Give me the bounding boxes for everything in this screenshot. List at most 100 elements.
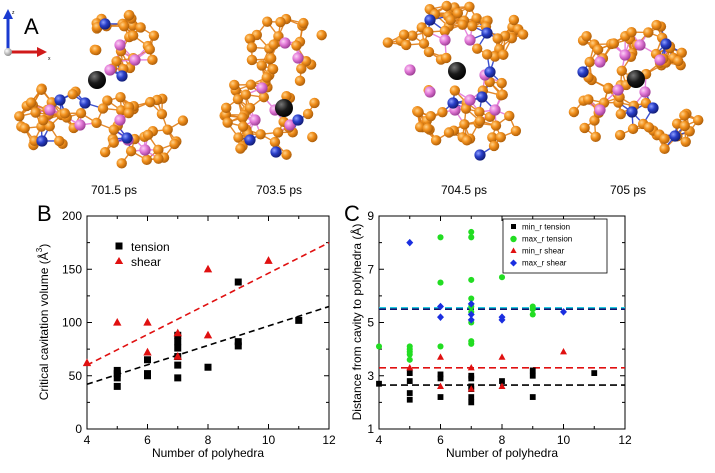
orange-atom xyxy=(273,31,284,42)
pink-atom xyxy=(594,56,606,68)
point-tension xyxy=(234,278,242,286)
orange-atom xyxy=(144,44,155,55)
blue-atom xyxy=(577,66,589,78)
pink-atom xyxy=(594,104,606,116)
point-tension xyxy=(295,316,303,324)
point-max_r-tension xyxy=(498,274,506,281)
pink-atom xyxy=(129,54,141,66)
orange-atom xyxy=(36,84,47,95)
orange-atom xyxy=(584,56,595,68)
legend-b: tension shear xyxy=(114,240,170,269)
point-max_r-tension xyxy=(406,356,413,363)
blue-atom xyxy=(79,97,91,109)
y-tick-label-b: 0 xyxy=(75,422,82,436)
orange-atom xyxy=(102,95,113,106)
orange-atom xyxy=(487,132,498,143)
orange-atom xyxy=(568,106,580,118)
orange-atom xyxy=(291,40,302,51)
point-min_r-tension xyxy=(406,396,413,403)
y-tick-label-c: 1 xyxy=(367,422,374,436)
point-tension xyxy=(113,366,121,374)
orange-atom xyxy=(125,145,137,157)
orange-atom xyxy=(232,94,244,105)
orange-atom xyxy=(627,123,639,135)
orange-atom xyxy=(498,49,509,60)
legend-marker-min-r-shear xyxy=(510,247,517,253)
y-tick-label-c: 3 xyxy=(367,369,374,383)
orange-atom xyxy=(54,135,65,147)
point-min_r-tension xyxy=(529,394,536,400)
orange-atom xyxy=(497,89,508,100)
point-shear xyxy=(113,317,122,326)
orange-atom xyxy=(517,29,529,40)
blue-atom xyxy=(481,27,493,39)
orange-atom xyxy=(460,103,472,114)
orange-atom xyxy=(590,131,601,143)
orange-atom xyxy=(294,75,306,87)
orange-atom xyxy=(141,154,152,166)
orange-atom xyxy=(142,129,154,141)
blue-atom xyxy=(626,106,638,118)
point-max_r-tension xyxy=(437,234,444,241)
orange-atom xyxy=(302,108,314,120)
orange-atom xyxy=(443,127,455,138)
point-max_r-shear xyxy=(467,300,475,308)
pink-atom xyxy=(404,64,416,76)
orange-atom xyxy=(459,119,470,130)
atom-cluster-701-5ps xyxy=(14,9,189,169)
point-min_r-tension xyxy=(437,394,444,400)
point-tension xyxy=(204,363,212,371)
legend-marker-max-r-shear xyxy=(510,259,517,267)
orange-atom xyxy=(153,144,164,156)
panel-c: C 4 6 8 10 12 1 3 5 7 9 min_r tension max_r tensi… xyxy=(344,201,632,460)
x-tick-label-c: 6 xyxy=(437,433,444,447)
x-tick-label-b: 8 xyxy=(205,433,212,447)
pink-atom xyxy=(284,119,296,131)
orange-atom xyxy=(626,26,637,38)
point-min_r-tension xyxy=(437,375,444,382)
orange-atom xyxy=(265,53,277,64)
orange-atom xyxy=(471,13,482,24)
orange-atom xyxy=(651,19,662,31)
point-min_r-tension xyxy=(406,370,413,376)
orange-atom xyxy=(91,44,102,56)
blue-atom xyxy=(669,130,681,142)
orange-atom xyxy=(418,38,430,49)
orange-atom xyxy=(643,27,654,38)
orange-atom xyxy=(307,131,318,143)
orange-atom xyxy=(489,51,501,62)
axis-triad: z x xyxy=(3,9,51,62)
orange-atom xyxy=(603,83,614,94)
orange-atom xyxy=(471,43,483,54)
point-min_r-tension xyxy=(529,372,536,379)
orange-atom xyxy=(233,132,244,143)
blue-atom xyxy=(121,132,133,144)
orange-atom xyxy=(316,29,327,41)
orange-atom xyxy=(169,138,180,150)
orange-atom xyxy=(461,135,473,146)
point-min_r-shear xyxy=(437,382,444,390)
point-shear xyxy=(173,328,182,337)
pink-atom xyxy=(114,114,126,126)
orange-atom xyxy=(457,19,468,30)
point-min_r-tension xyxy=(499,378,505,384)
point-min_r-shear xyxy=(406,363,414,371)
orange-atom xyxy=(30,107,41,118)
panel-c-label: C xyxy=(344,201,360,226)
blue-atom xyxy=(270,146,282,158)
point-shear xyxy=(264,256,273,264)
orange-atom xyxy=(153,153,164,164)
point-min_r-shear xyxy=(498,382,506,390)
orange-atom xyxy=(492,33,503,44)
fit-line-shear xyxy=(86,241,330,366)
orange-atom xyxy=(115,91,126,103)
point-max_r-tension xyxy=(468,228,475,236)
pink-atom xyxy=(256,82,268,94)
point-min_r-tension xyxy=(468,394,475,400)
orange-atom xyxy=(272,127,284,138)
y-tick-label-b: 100 xyxy=(62,316,82,330)
orange-atom xyxy=(261,72,272,83)
blue-atom xyxy=(647,102,659,114)
atom-cluster-704-5ps xyxy=(382,0,529,161)
orange-atom xyxy=(237,112,248,123)
